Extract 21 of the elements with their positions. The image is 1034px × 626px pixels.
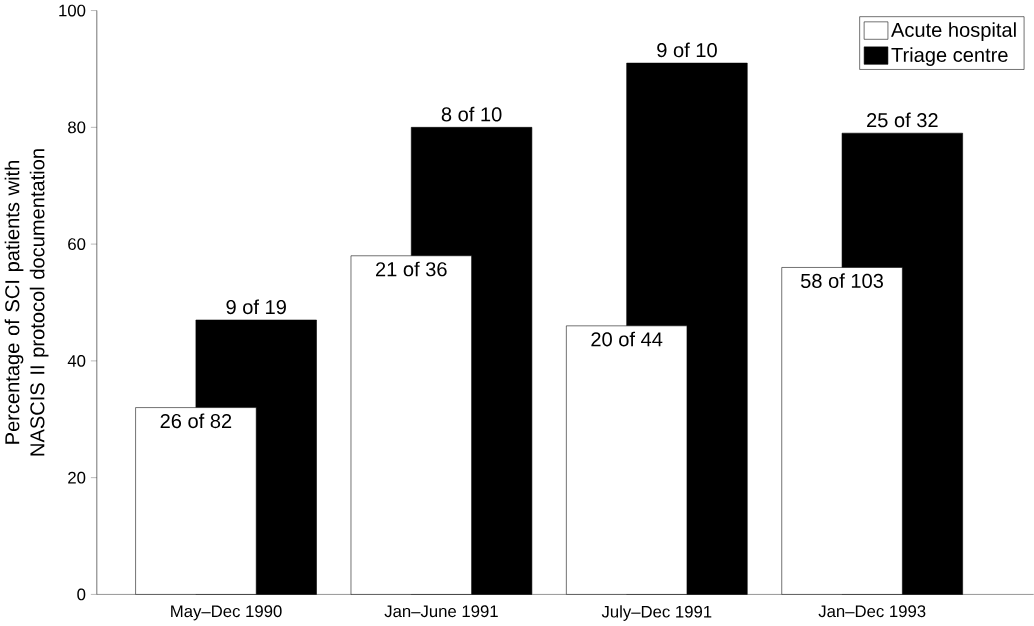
annotation: 58 of 103: [800, 273, 883, 289]
y-tick-label: 80: [68, 121, 86, 134]
legend-label: Triage centre: [891, 47, 1008, 67]
x-tick-label: July–Dec 1991: [601, 605, 712, 622]
annotation: 8 of 10: [441, 106, 502, 122]
annotation: 9 of 19: [226, 299, 286, 315]
annotation: 20 of 44: [591, 331, 663, 347]
y-tick-label: 0: [77, 588, 86, 601]
x-tick-label: Jan–June 1991: [384, 605, 498, 618]
y-tick-label: 20: [68, 471, 86, 484]
annotation: 21 of 36: [376, 261, 447, 277]
x-tick-label: May–Dec 1990: [171, 605, 282, 621]
y-tick-label: 60: [68, 238, 86, 251]
y-tick-label: 100: [59, 4, 86, 17]
annotation: 9 of 10: [657, 42, 717, 58]
annotation: 25 of 32: [867, 112, 938, 128]
x-tick-label: Jan–Dec 1993: [818, 605, 926, 618]
annotation: 26 of 82: [160, 413, 232, 429]
y-axis-title: Percentage of SCI patients with NASCIS II protocol documentation: [4, 149, 49, 456]
legend-label: Acute hospital: [891, 22, 1016, 42]
y-tick-label: 40: [67, 355, 86, 368]
